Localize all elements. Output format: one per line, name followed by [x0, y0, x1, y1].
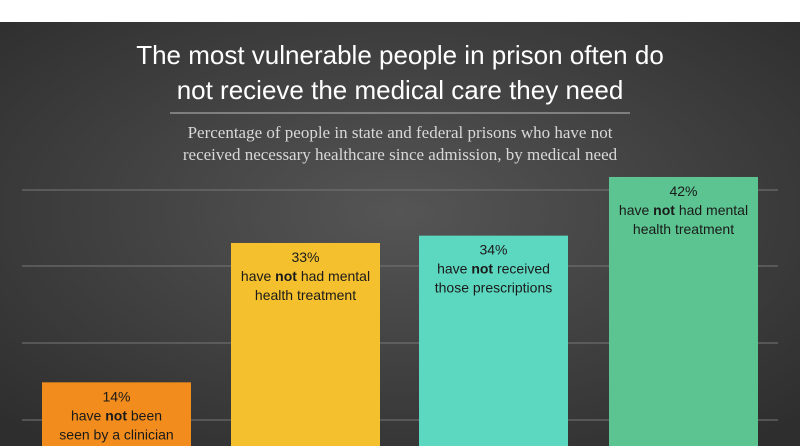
- annotation-text: received: [497, 261, 550, 277]
- bar-annotation: have not been: [71, 407, 162, 423]
- chart-title: The most vulnerable people in prison oft…: [136, 40, 664, 70]
- bar: [419, 235, 568, 446]
- value-label: 33%: [291, 249, 319, 265]
- bar: [609, 176, 758, 446]
- bar: [42, 382, 191, 446]
- annotation-emphasis: not: [653, 202, 675, 218]
- chart-subtitle: Percentage of people in state and federa…: [188, 123, 613, 142]
- bar-annotation: health treatment: [633, 221, 734, 237]
- bar-annotation: have not had mental: [619, 202, 748, 218]
- annotation-text: been: [131, 407, 162, 423]
- annotation-emphasis: not: [105, 407, 127, 423]
- annotation-text: have: [71, 407, 102, 423]
- annotation-text: have: [241, 268, 272, 284]
- value-label: 14%: [102, 388, 130, 404]
- annotation-text: had mental: [301, 268, 370, 284]
- annotation-emphasis: not: [471, 261, 493, 277]
- bar-annotation: those prescriptions: [435, 280, 553, 296]
- bar: [231, 242, 380, 446]
- chart-subtitle: received necessary healthcare since admi…: [183, 145, 618, 164]
- chart-title: not recieve the medical care they need: [177, 75, 624, 105]
- value-label: 42%: [669, 183, 697, 199]
- bar-annotation: seen by a clinician: [59, 426, 173, 442]
- value-label: 34%: [479, 242, 507, 258]
- annotation-text: had mental: [679, 202, 748, 218]
- annotation-emphasis: not: [275, 268, 297, 284]
- bar-annotation: health treatment: [255, 287, 356, 303]
- bar-annotation: have not had mental: [241, 268, 370, 284]
- bar-annotation: have not received: [437, 261, 550, 277]
- annotation-text: have: [437, 261, 468, 277]
- annotation-text: have: [619, 202, 650, 218]
